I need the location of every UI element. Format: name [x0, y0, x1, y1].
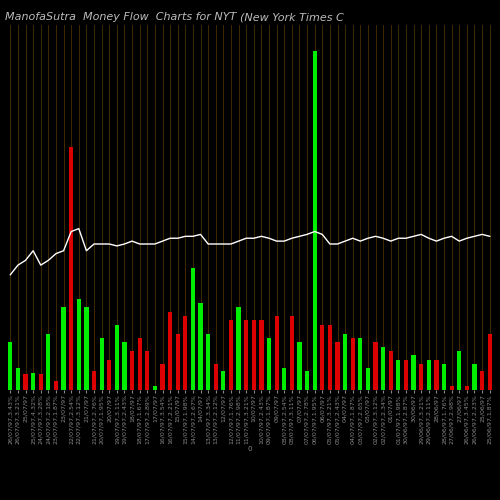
- Bar: [480, 371, 484, 390]
- Bar: [176, 334, 180, 390]
- Bar: [62, 308, 66, 390]
- Bar: [38, 374, 43, 390]
- Bar: [404, 360, 408, 390]
- Bar: [419, 364, 424, 390]
- Bar: [366, 368, 370, 390]
- Bar: [358, 338, 362, 390]
- Bar: [426, 360, 431, 390]
- Bar: [336, 342, 340, 390]
- Bar: [320, 325, 324, 390]
- Bar: [388, 351, 393, 390]
- Bar: [457, 351, 462, 390]
- Bar: [290, 316, 294, 390]
- Bar: [236, 308, 240, 390]
- Bar: [69, 146, 73, 390]
- Bar: [305, 371, 309, 390]
- Bar: [442, 364, 446, 390]
- Bar: [168, 312, 172, 390]
- Bar: [298, 342, 302, 390]
- Bar: [252, 320, 256, 390]
- Bar: [191, 268, 195, 390]
- Bar: [115, 325, 119, 390]
- Bar: [328, 325, 332, 390]
- Bar: [145, 351, 150, 390]
- Bar: [267, 338, 271, 390]
- Text: (New York Times C: (New York Times C: [240, 12, 344, 22]
- Bar: [396, 360, 400, 390]
- Bar: [229, 320, 233, 390]
- Bar: [381, 346, 385, 390]
- Bar: [488, 334, 492, 390]
- Bar: [130, 351, 134, 390]
- Bar: [138, 338, 142, 390]
- Bar: [434, 360, 438, 390]
- Bar: [244, 320, 248, 390]
- Bar: [214, 364, 218, 390]
- Bar: [76, 298, 81, 390]
- Bar: [312, 51, 317, 390]
- Bar: [16, 368, 20, 390]
- Bar: [84, 308, 88, 390]
- Bar: [153, 386, 157, 390]
- Bar: [260, 320, 264, 390]
- X-axis label: 0: 0: [248, 446, 252, 452]
- Bar: [222, 371, 226, 390]
- Bar: [472, 364, 476, 390]
- Bar: [183, 316, 188, 390]
- Bar: [274, 316, 278, 390]
- Bar: [350, 338, 355, 390]
- Bar: [92, 371, 96, 390]
- Bar: [282, 368, 286, 390]
- Bar: [46, 334, 50, 390]
- Bar: [343, 334, 347, 390]
- Bar: [54, 382, 58, 390]
- Bar: [107, 360, 112, 390]
- Bar: [100, 338, 103, 390]
- Bar: [206, 334, 210, 390]
- Bar: [31, 372, 35, 390]
- Bar: [374, 342, 378, 390]
- Bar: [8, 342, 12, 390]
- Bar: [465, 386, 469, 390]
- Bar: [450, 386, 454, 390]
- Bar: [160, 364, 164, 390]
- Bar: [198, 303, 202, 390]
- Text: ManofaSutra  Money Flow  Charts for NYT: ManofaSutra Money Flow Charts for NYT: [5, 12, 236, 22]
- Bar: [122, 342, 126, 390]
- Bar: [24, 374, 28, 390]
- Bar: [412, 355, 416, 390]
